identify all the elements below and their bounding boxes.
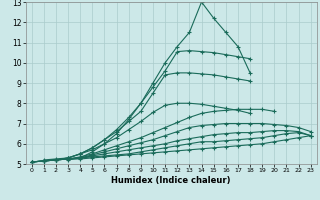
X-axis label: Humidex (Indice chaleur): Humidex (Indice chaleur)	[111, 176, 231, 185]
